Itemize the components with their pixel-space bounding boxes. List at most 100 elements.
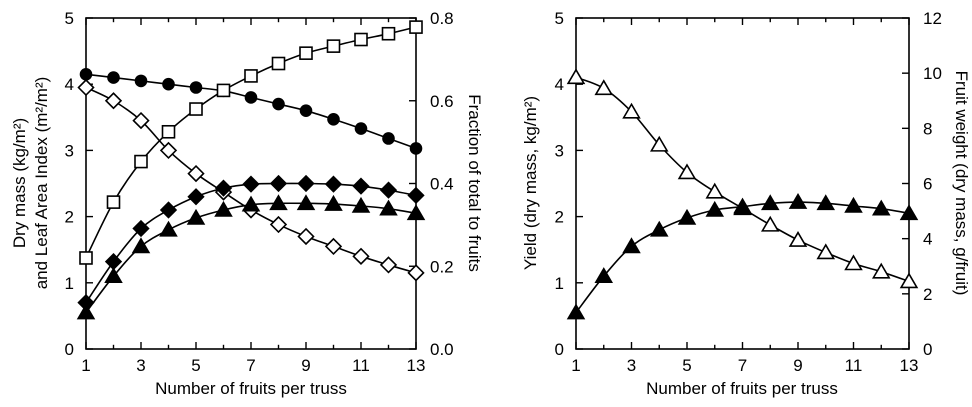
y-right-tick-label: 6 <box>923 175 932 194</box>
y-axis-label-left-right-chart: Yield (dry mass, kg/m²) <box>521 96 540 270</box>
data-point-triangle-open <box>760 215 780 232</box>
data-point-diamond-open <box>104 92 123 110</box>
data-point-triangle-open <box>594 79 614 96</box>
data-point-circle-filled <box>409 142 423 155</box>
data-point-triangle-filled <box>241 195 261 212</box>
y-right-tick-label: 0.8 <box>430 9 454 28</box>
data-point-triangle-open <box>816 243 836 260</box>
y-left-tick-label: 1 <box>555 274 564 293</box>
y-left-tick-label: 0 <box>65 340 74 359</box>
data-point-circle-filled <box>272 97 285 111</box>
x-tick-label: 5 <box>191 356 200 375</box>
data-point-triangle-filled <box>324 194 343 211</box>
y-right-tick-label: 8 <box>923 119 932 138</box>
data-point-square-open <box>134 154 148 169</box>
data-point-diamond-open <box>352 247 370 265</box>
data-point-square-open <box>354 32 368 47</box>
y-axis-label-left-line1: Dry mass (kg/m²) <box>10 118 29 248</box>
data-point-diamond-open <box>269 215 288 234</box>
series-markers-right <box>566 68 919 320</box>
data-point-triangle-filled <box>733 197 752 214</box>
data-point-diamond-filled <box>159 201 178 219</box>
data-point-square-open <box>409 20 423 34</box>
data-point-triangle-filled <box>159 220 178 237</box>
data-point-triangle-filled <box>406 204 426 221</box>
data-point-diamond-open <box>187 164 205 183</box>
x-tick-label: 13 <box>407 356 426 375</box>
y-left-tick-label: 2 <box>555 208 564 227</box>
data-point-triangle-open <box>899 272 919 289</box>
x-tick-label: 9 <box>301 356 310 375</box>
data-point-triangle-filled <box>677 208 697 225</box>
x-tick-label: 7 <box>738 356 747 375</box>
data-point-circle-filled <box>327 112 340 126</box>
y-left-tick-label: 4 <box>65 75 74 94</box>
x-axis-label-right: Number of fruits per truss <box>646 379 838 398</box>
y-right-tick-label: 10 <box>923 64 942 83</box>
y-right-tick-label: 0 <box>923 340 932 359</box>
series-line-circle-filled <box>85 73 417 150</box>
data-point-triangle-open <box>566 68 586 85</box>
data-point-diamond-open <box>159 141 178 160</box>
data-point-square-open <box>299 46 313 60</box>
x-tick-label: 11 <box>352 356 370 375</box>
data-point-triangle-filled <box>186 208 206 225</box>
data-point-triangle-filled <box>649 220 669 237</box>
x-tick-label: 13 <box>900 356 919 375</box>
data-point-diamond-open <box>132 111 150 130</box>
y-left-tick-label: 5 <box>65 9 74 28</box>
data-point-diamond-filled <box>269 174 288 193</box>
y-axis-label-right-left-chart: Fraction of total to fruits <box>465 94 484 272</box>
y-left-tick-label: 2 <box>65 208 74 227</box>
y-left-tick-label: 0 <box>555 340 564 359</box>
y-left-tick-label: 3 <box>65 141 74 160</box>
data-point-diamond-filled <box>214 179 233 197</box>
y-right-tick-label: 0.2 <box>430 257 454 276</box>
data-point-circle-filled <box>382 132 395 145</box>
data-point-square-open <box>79 251 93 265</box>
y-right-tick-label: 0.6 <box>430 92 454 111</box>
data-point-diamond-open <box>407 264 425 282</box>
data-point-diamond-filled <box>407 186 425 205</box>
data-point-triangle-filled <box>296 194 316 211</box>
data-point-diamond-filled <box>132 219 150 238</box>
data-point-triangle-filled <box>705 200 725 217</box>
y-right-tick-label: 2 <box>923 285 932 304</box>
data-point-triangle-filled <box>899 204 919 221</box>
data-point-triangle-open <box>788 230 808 247</box>
data-point-diamond-open <box>379 256 398 274</box>
x-tick-label: 5 <box>682 356 691 375</box>
y-right-tick-label: 12 <box>923 9 942 28</box>
x-tick-label: 7 <box>246 356 255 375</box>
data-point-square-open <box>106 195 121 209</box>
data-point-diamond-open <box>77 78 95 97</box>
y-left-tick-label: 1 <box>65 274 74 293</box>
data-point-triangle-filled <box>594 267 614 283</box>
data-point-diamond-open <box>297 227 315 246</box>
x-tick-label: 1 <box>81 356 90 375</box>
data-point-diamond-filled <box>187 188 205 206</box>
data-point-triangle-open <box>705 182 725 199</box>
x-axis-label-left: Number of fruits per truss <box>155 379 347 398</box>
data-point-triangle-filled <box>760 194 780 211</box>
data-point-triangle-open <box>871 262 891 279</box>
data-point-square-open <box>244 69 258 83</box>
data-point-triangle-filled <box>131 237 151 254</box>
data-point-circle-filled <box>107 71 120 84</box>
data-point-triangle-filled <box>816 194 836 211</box>
x-tick-label: 3 <box>136 356 145 375</box>
data-point-circle-filled <box>189 81 203 94</box>
plot-frame-right <box>575 17 910 350</box>
data-point-diamond-filled <box>352 177 370 195</box>
y-right-tick-label: 0.4 <box>430 175 454 194</box>
data-point-diamond-filled <box>379 181 398 199</box>
y-left-tick-label: 5 <box>555 9 564 28</box>
data-point-circle-filled <box>134 74 148 88</box>
data-point-triangle-open <box>622 102 641 119</box>
data-point-circle-filled <box>299 104 313 117</box>
data-point-square-open <box>271 56 286 71</box>
